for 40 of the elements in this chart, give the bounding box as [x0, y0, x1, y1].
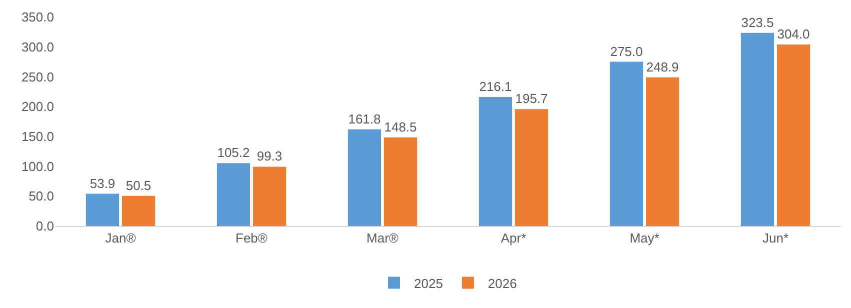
- data-label: 275.0: [610, 44, 643, 59]
- data-label: 323.5: [741, 14, 774, 30]
- bar: [646, 77, 680, 226]
- bar: [478, 96, 512, 226]
- data-label: 161.8: [348, 111, 381, 126]
- x-tick-label: Jun*: [762, 230, 789, 246]
- y-tick-label: 50.0: [28, 188, 54, 204]
- bar: [86, 194, 120, 226]
- data-label: 304.0: [777, 26, 810, 42]
- x-tick-label: Mar®: [366, 230, 399, 246]
- x-tick-label: Feb®: [236, 230, 268, 246]
- x-tick-label: May*: [630, 230, 660, 246]
- data-label: 216.1: [479, 78, 512, 94]
- y-tick-label: 200.0: [21, 99, 54, 114]
- y-tick-label: 100.0: [21, 158, 54, 174]
- y-tick-label: 0.0: [36, 218, 54, 234]
- y-tick-label: 250.0: [21, 69, 54, 84]
- bar: [122, 196, 156, 226]
- data-label: 50.5: [126, 178, 152, 193]
- bar: [348, 129, 382, 226]
- data-label: 248.9: [646, 59, 679, 74]
- y-tick-label: 150.0: [21, 128, 54, 144]
- bar: [216, 163, 250, 226]
- legend-label: 2025: [414, 276, 443, 291]
- bar: [514, 109, 548, 226]
- bar: [252, 166, 286, 226]
- data-label: 148.5: [384, 119, 417, 134]
- bar: [740, 32, 774, 226]
- x-tick-label: Jan®: [105, 230, 136, 246]
- bar: [776, 44, 810, 226]
- bar: [384, 137, 418, 226]
- y-tick-label: 300.0: [21, 39, 54, 54]
- y-tick-label: 350.0: [21, 10, 54, 25]
- data-label: 195.7: [515, 91, 548, 106]
- data-label: 53.9: [90, 176, 116, 191]
- data-label: 105.2: [217, 145, 250, 160]
- legend-label: 2026: [488, 276, 517, 291]
- bar: [610, 62, 644, 226]
- data-label: 99.3: [256, 148, 282, 164]
- x-tick-label: Apr*: [500, 230, 526, 246]
